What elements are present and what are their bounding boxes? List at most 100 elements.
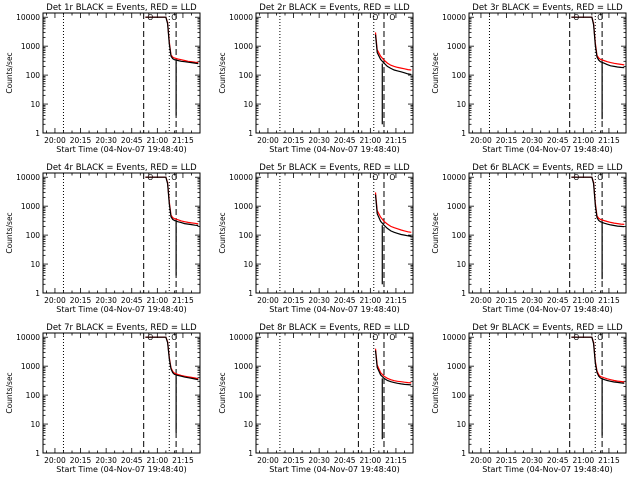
x-axis-label: Start Time (04-Nov-07 19:48:40) [482, 305, 612, 314]
y-tick-label: 100 [452, 231, 467, 240]
chart-panel: Det 5r BLACK = Events, RED = LLD 1 10 100 10… [218, 163, 414, 314]
chart-title: Det 3r BLACK = Events, RED = LLD [472, 3, 623, 13]
x-tick-label: 20:45 [121, 136, 143, 145]
y-tick-label: 1 [248, 129, 253, 138]
x-tick-label: 21:15 [172, 136, 194, 145]
x-tick-label: 20:00 [44, 136, 66, 145]
y-tick-label: 1000 [447, 362, 466, 371]
x-axis-label: Start Time (04-Nov-07 19:48:40) [269, 305, 399, 314]
y-tick-label: 1000 [21, 362, 40, 371]
x-tick-label: 20:45 [121, 456, 143, 465]
event-marker: O [171, 333, 177, 342]
y-tick-label: 10 [30, 100, 40, 109]
y-axis-label: Counts/sec [431, 212, 440, 253]
x-tick-label: 21:00 [147, 296, 169, 305]
x-tick-label: 21:00 [147, 136, 169, 145]
y-tick-label: 1000 [447, 42, 466, 51]
chart-title: Det 6r BLACK = Events, RED = LLD [472, 163, 623, 173]
y-tick-label: 10 [243, 100, 253, 109]
y-tick-label: 1000 [21, 202, 40, 211]
x-tick-label: 21:00 [147, 456, 169, 465]
x-tick-label: 21:15 [598, 136, 620, 145]
chart-panel: Det 2r BLACK = Events, RED = LLD 1 10 100 10… [218, 3, 414, 154]
y-tick-label: 10 [243, 260, 253, 269]
x-tick-label: 20:00 [44, 456, 66, 465]
x-tick-label: 21:00 [360, 296, 382, 305]
x-tick-label: 21:15 [598, 296, 620, 305]
x-tick-label: 20:00 [257, 296, 279, 305]
x-tick-label: 20:45 [547, 456, 569, 465]
x-tick-label: 20:30 [521, 136, 543, 145]
x-tick-label: 20:30 [308, 136, 330, 145]
x-tick-label: 20:30 [95, 136, 117, 145]
y-tick-label: 1000 [234, 42, 253, 51]
y-tick-label: 10000 [16, 173, 40, 182]
y-tick-label: 100 [239, 71, 254, 80]
y-tick-label: 1000 [234, 362, 253, 371]
chart-title: Det 5r BLACK = Events, RED = LLD [259, 163, 410, 173]
x-tick-label: 20:00 [257, 136, 279, 145]
plot-frame [255, 172, 414, 294]
x-axis-label: Start Time (04-Nov-07 19:48:40) [269, 145, 399, 154]
plot-frame [468, 172, 627, 294]
y-tick-label: 10000 [442, 173, 466, 182]
x-tick-label: 20:15 [70, 296, 92, 305]
plot-frame [468, 12, 627, 134]
x-tick-label: 20:00 [44, 296, 66, 305]
plot-frame [468, 332, 627, 454]
chart-title: Det 4r BLACK = Events, RED = LLD [46, 163, 197, 173]
y-tick-label: 10000 [229, 333, 253, 342]
y-tick-label: 100 [26, 391, 41, 400]
y-tick-label: 10000 [16, 333, 40, 342]
y-tick-label: 1 [35, 289, 40, 298]
x-tick-label: 20:30 [521, 296, 543, 305]
chart-panel: Det 8r BLACK = Events, RED = LLD 1 10 100 10… [218, 323, 414, 474]
chart-panel: Det 3r BLACK = Events, RED = LLD 1 10 100 10… [431, 3, 627, 154]
series-line-lld [374, 192, 412, 233]
x-tick-label: 20:45 [334, 296, 356, 305]
x-axis-label: Start Time (04-Nov-07 19:48:40) [482, 145, 612, 154]
x-tick-label: 20:15 [70, 456, 92, 465]
y-tick-label: 100 [452, 71, 467, 80]
event-marker: O [372, 333, 378, 342]
x-tick-label: 20:15 [496, 136, 518, 145]
chart-title: Det 2r BLACK = Events, RED = LLD [259, 3, 410, 13]
y-axis-label: Counts/sec [218, 212, 227, 253]
x-tick-label: 20:45 [121, 296, 143, 305]
y-tick-label: 1000 [21, 42, 40, 51]
series-line-events [145, 176, 199, 227]
plot-frame [42, 12, 201, 134]
chart-title: Det 1r BLACK = Events, RED = LLD [46, 3, 197, 13]
x-tick-label: 20:30 [308, 456, 330, 465]
x-tick-label: 20:45 [547, 136, 569, 145]
chart-title: Det 8r BLACK = Events, RED = LLD [259, 323, 410, 333]
plot-frame [255, 332, 414, 454]
x-tick-label: 21:00 [573, 296, 595, 305]
event-marker: O [389, 173, 395, 182]
chart-panel: Det 7r BLACK = Events, RED = LLD 1 10 100 10… [5, 323, 201, 474]
x-tick-label: 20:30 [308, 296, 330, 305]
y-tick-label: 10000 [442, 333, 466, 342]
x-tick-label: 21:15 [172, 296, 194, 305]
x-tick-label: 20:15 [283, 136, 305, 145]
y-tick-label: 10 [30, 260, 40, 269]
x-tick-label: 21:15 [385, 136, 407, 145]
series-line-events [145, 16, 199, 65]
x-axis-label: Start Time (04-Nov-07 19:48:40) [56, 145, 186, 154]
x-tick-label: 21:00 [573, 456, 595, 465]
event-marker: O [171, 173, 177, 182]
x-tick-label: 21:15 [385, 296, 407, 305]
series-line-lld [145, 176, 199, 225]
event-marker: O [171, 13, 177, 22]
series-line-lld [374, 348, 412, 384]
y-tick-label: 100 [452, 391, 467, 400]
y-tick-label: 10000 [16, 13, 40, 22]
y-tick-label: 10 [30, 420, 40, 429]
series-line-events [571, 176, 625, 228]
event-marker: O [597, 333, 603, 342]
y-tick-label: 1 [248, 289, 253, 298]
x-tick-label: 20:15 [496, 456, 518, 465]
x-tick-label: 20:45 [547, 296, 569, 305]
y-tick-label: 10 [243, 420, 253, 429]
